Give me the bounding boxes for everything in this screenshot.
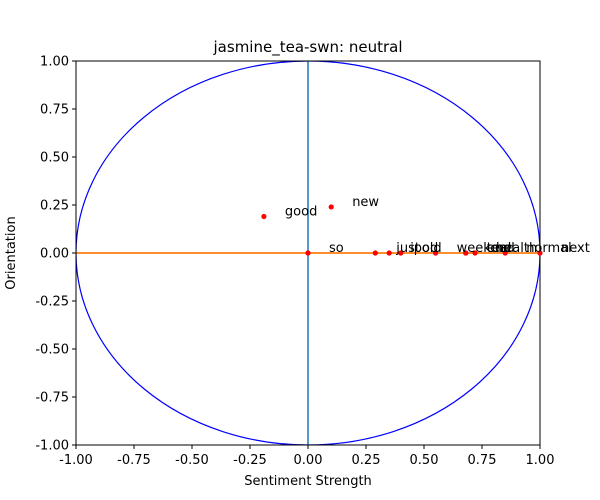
y-tick-label: 1.00: [40, 55, 69, 70]
data-point: [261, 213, 267, 220]
y-tick-label: -1.00: [35, 439, 69, 454]
point-label: ipod: [410, 241, 438, 256]
point-label: end: [487, 241, 512, 256]
chart-title: jasmine_tea-swn: neutral: [213, 38, 403, 57]
data-point: [463, 250, 469, 256]
point-label: normal: [526, 241, 572, 256]
y-tick-label: -0.50: [35, 343, 69, 358]
point-label: old: [422, 241, 442, 256]
data-point: [433, 250, 439, 256]
y-axis-label: Orientation: [4, 216, 19, 289]
y-tick-label: 0.50: [40, 151, 69, 166]
data-point: [502, 250, 508, 256]
y-tick-label: -0.25: [35, 295, 69, 310]
y-tick-label: 0.25: [40, 199, 69, 214]
point-label: just: [395, 241, 420, 256]
point-label: so: [329, 241, 344, 256]
x-axis-label: Sentiment Strength: [244, 474, 372, 489]
data-point: [472, 250, 478, 256]
x-tick-label: 0.50: [410, 453, 439, 468]
data-points: [261, 204, 543, 256]
y-tick-label: 0.75: [40, 103, 69, 118]
x-tick-label: 0.25: [352, 453, 381, 468]
point-label: weekend: [457, 241, 515, 256]
data-point: [305, 250, 311, 256]
data-point: [386, 250, 392, 256]
point-label: health: [496, 241, 537, 256]
x-tick-label: 1.00: [526, 453, 555, 468]
y-tick-label: 0.00: [40, 247, 69, 262]
x-tick-label: 0.75: [468, 453, 497, 468]
point-label: next: [561, 241, 590, 256]
y-axis-ticks: 1.00 0.75 0.50 0.25 0.00 -0.25 -0.50 -0.75 -1.00: [35, 55, 76, 454]
x-axis-ticks: -1.00 -0.75 -0.50 -0.25 0.00 0.25 0.50 0.75 1.00: [59, 445, 554, 468]
x-tick-label: -0.75: [117, 453, 151, 468]
x-tick-label: 0.00: [294, 453, 323, 468]
data-point: [328, 204, 334, 210]
x-tick-label: -0.25: [233, 453, 267, 468]
data-point: [537, 250, 543, 256]
x-tick-label: -0.50: [175, 453, 209, 468]
data-point: [372, 250, 378, 256]
point-label: good: [285, 205, 317, 220]
point-label: new: [352, 195, 379, 210]
y-tick-label: -0.75: [35, 391, 69, 406]
point-label: tea: [487, 241, 508, 256]
data-point: [398, 250, 404, 256]
x-tick-label: -1.00: [59, 453, 93, 468]
